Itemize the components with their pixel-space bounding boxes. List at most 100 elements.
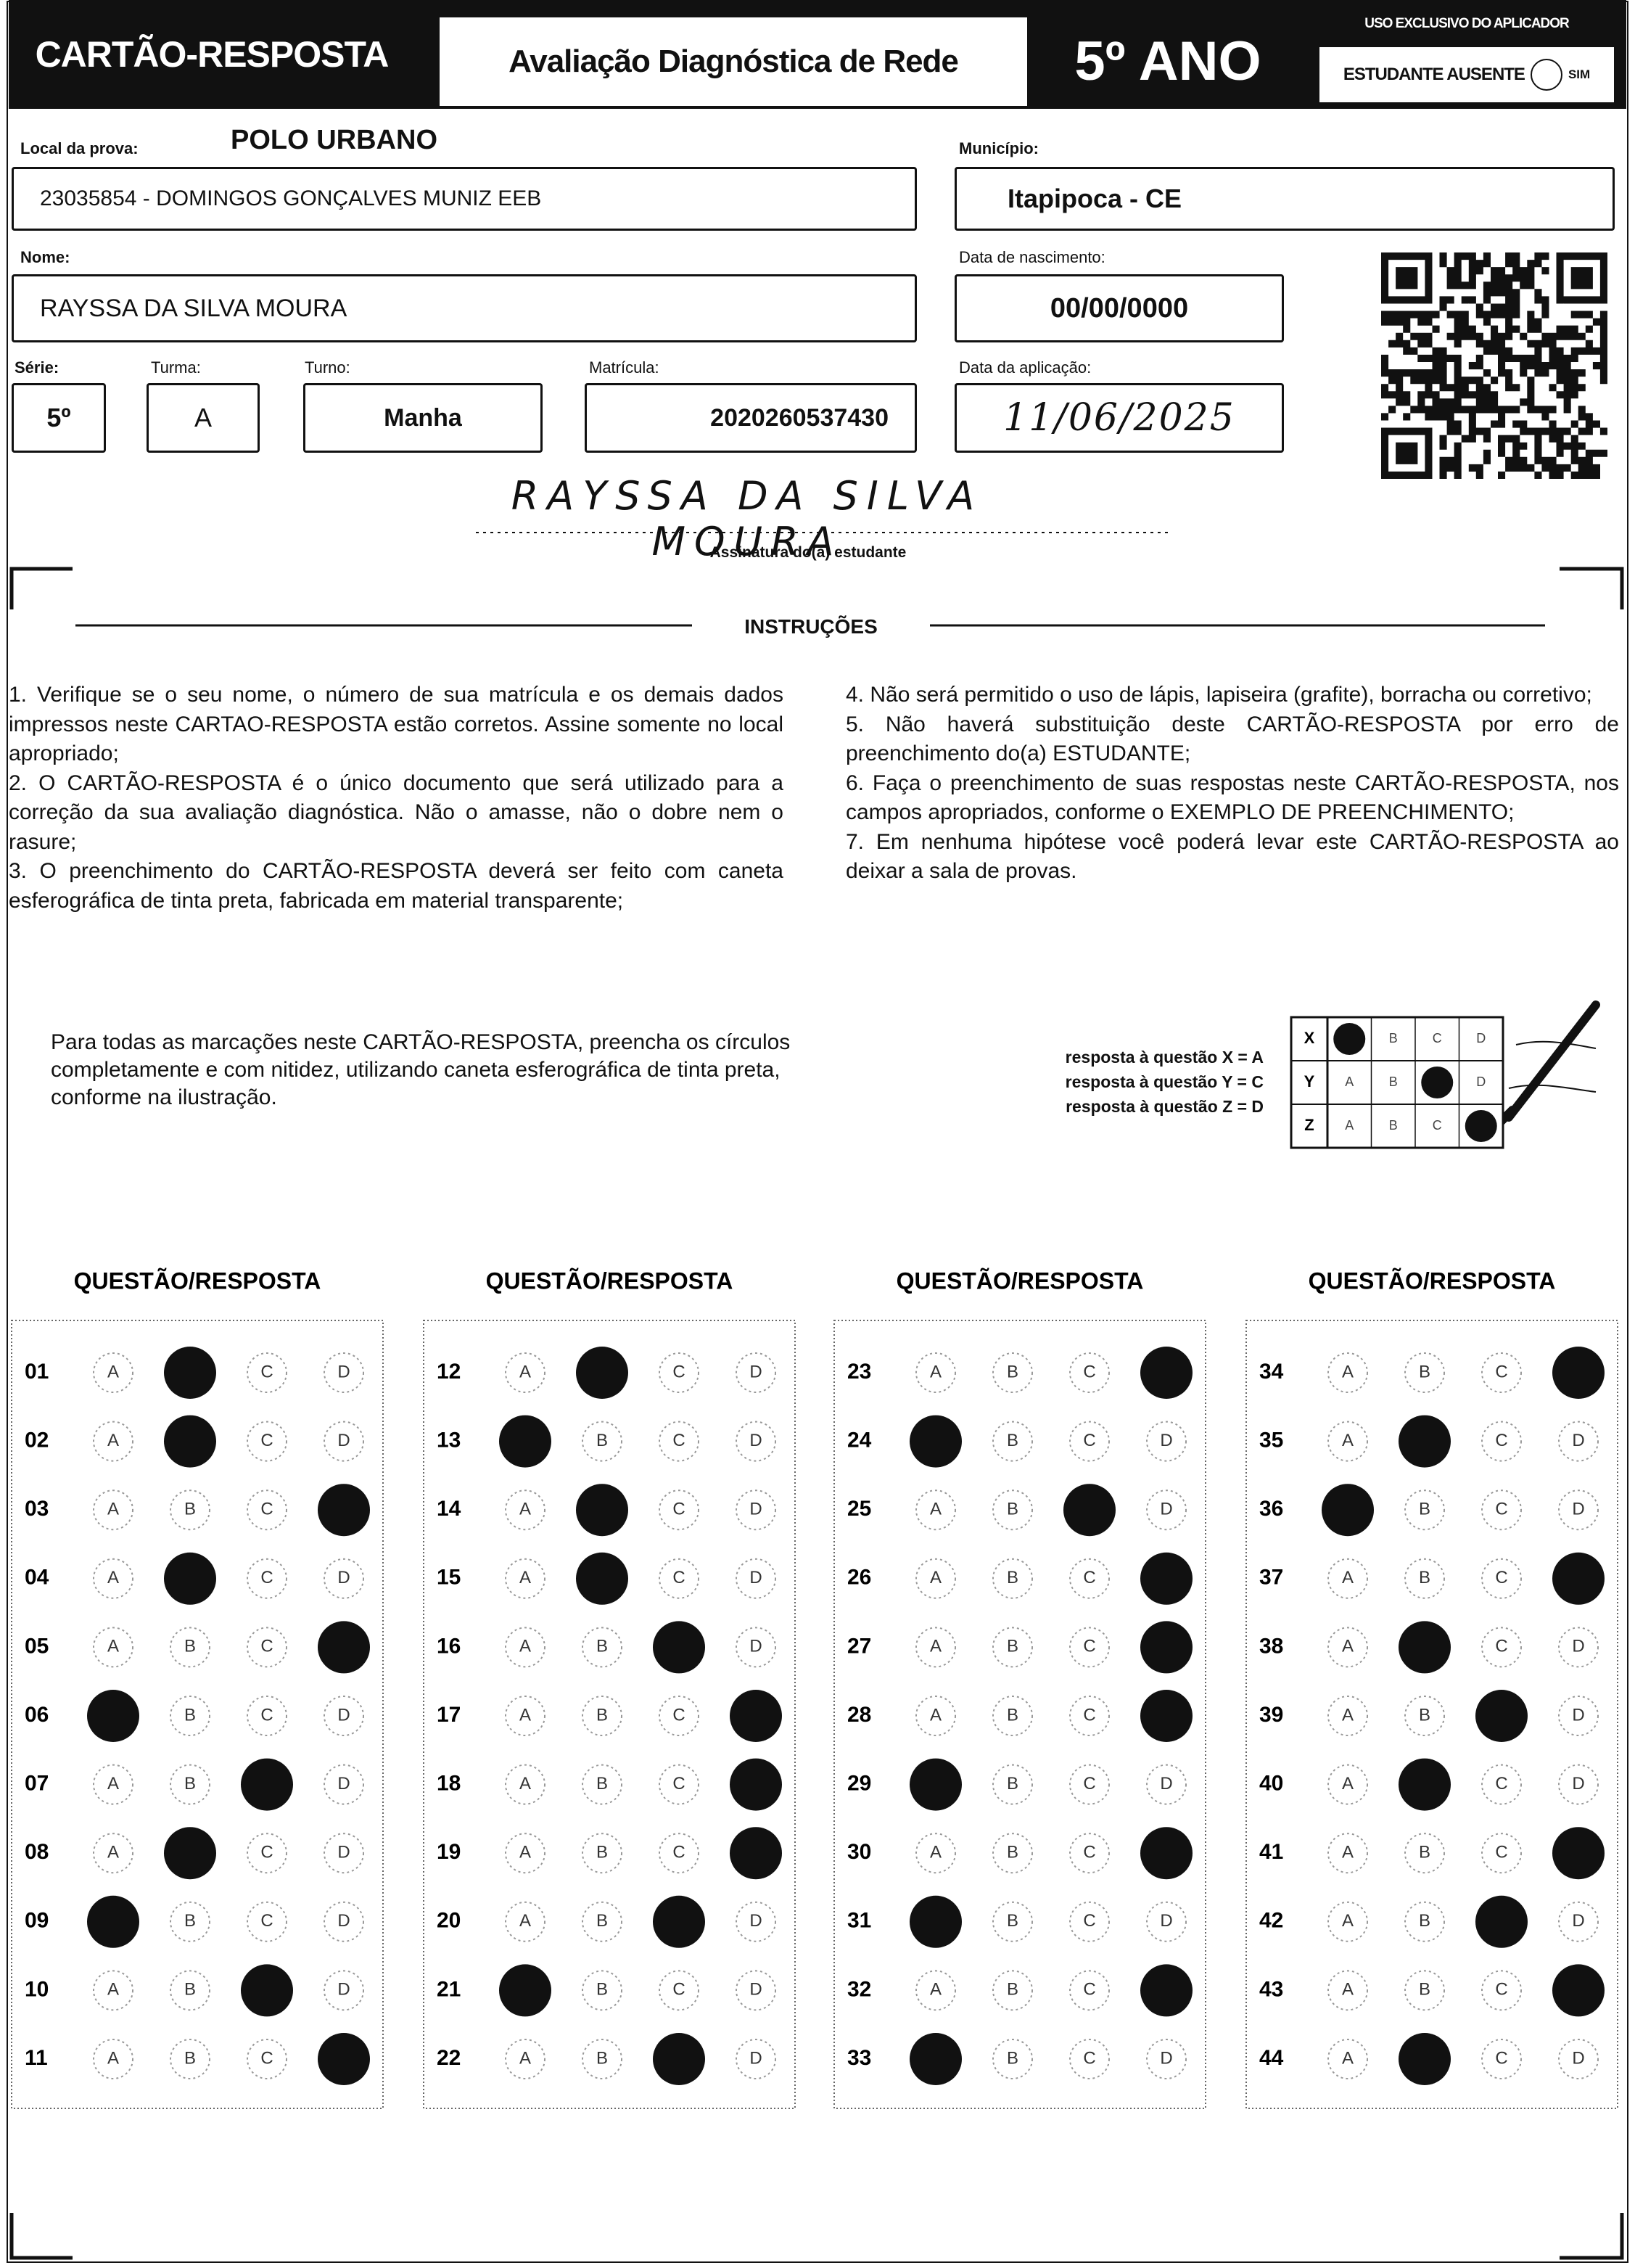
answer-bubble[interactable] [1327, 1833, 1368, 1874]
answer-bubble[interactable] [915, 1490, 956, 1531]
answer-bubble[interactable] [1146, 1764, 1187, 1805]
answer-bubble[interactable] [505, 1490, 545, 1531]
answer-bubble[interactable] [324, 1696, 364, 1736]
answer-bubble[interactable] [1069, 1833, 1110, 1874]
answer-bubble[interactable] [915, 1627, 956, 1668]
filled-bubble[interactable] [576, 1347, 628, 1399]
answer-bubble[interactable] [915, 1970, 956, 2011]
answer-bubble[interactable] [992, 1901, 1033, 1942]
filled-bubble[interactable] [1552, 1827, 1605, 1880]
answer-bubble[interactable] [247, 1352, 287, 1393]
filled-bubble[interactable] [910, 1758, 962, 1811]
answer-bubble[interactable] [505, 1696, 545, 1736]
answer-bubble[interactable] [1327, 1352, 1368, 1393]
answer-bubble[interactable] [1069, 2039, 1110, 2079]
answer-bubble[interactable] [170, 1696, 210, 1736]
answer-bubble[interactable] [1069, 1558, 1110, 1599]
answer-bubble[interactable] [1327, 1627, 1368, 1668]
answer-bubble[interactable] [736, 1558, 776, 1599]
answer-bubble[interactable] [93, 1490, 133, 1531]
answer-bubble[interactable] [247, 1558, 287, 1599]
answer-bubble[interactable] [659, 1833, 699, 1874]
filled-bubble[interactable] [499, 1415, 551, 1468]
answer-bubble[interactable] [93, 1970, 133, 2011]
answer-bubble[interactable] [736, 1901, 776, 1942]
answer-bubble[interactable] [324, 1970, 364, 2011]
answer-bubble[interactable] [915, 1558, 956, 1599]
answer-bubble[interactable] [324, 1352, 364, 1393]
answer-bubble[interactable] [1146, 2039, 1187, 2079]
answer-bubble[interactable] [1327, 1558, 1368, 1599]
filled-bubble[interactable] [1140, 1621, 1193, 1674]
answer-bubble[interactable] [582, 1833, 622, 1874]
answer-bubble[interactable] [736, 1352, 776, 1393]
filled-bubble[interactable] [653, 1895, 705, 1948]
answer-bubble[interactable] [1404, 1352, 1445, 1393]
answer-bubble[interactable] [582, 1696, 622, 1736]
answer-bubble[interactable] [247, 1421, 287, 1462]
answer-bubble[interactable] [93, 1627, 133, 1668]
answer-bubble[interactable] [736, 1421, 776, 1462]
answer-bubble[interactable] [582, 1901, 622, 1942]
answer-bubble[interactable] [1069, 1764, 1110, 1805]
answer-bubble[interactable] [582, 1627, 622, 1668]
filled-bubble[interactable] [87, 1895, 139, 1948]
answer-bubble[interactable] [1481, 1627, 1522, 1668]
filled-bubble[interactable] [1552, 1964, 1605, 2017]
answer-bubble[interactable] [170, 1764, 210, 1805]
answer-bubble[interactable] [736, 1627, 776, 1668]
answer-bubble[interactable] [1481, 1558, 1522, 1599]
answer-bubble[interactable] [1558, 1764, 1599, 1805]
filled-bubble[interactable] [653, 2033, 705, 2085]
filled-bubble[interactable] [318, 2033, 370, 2085]
filled-bubble[interactable] [653, 1621, 705, 1674]
answer-bubble[interactable] [659, 1970, 699, 2011]
filled-bubble[interactable] [1552, 1347, 1605, 1399]
answer-bubble[interactable] [1558, 1696, 1599, 1736]
answer-bubble[interactable] [93, 1352, 133, 1393]
answer-bubble[interactable] [505, 1764, 545, 1805]
filled-bubble[interactable] [164, 1415, 216, 1468]
answer-bubble[interactable] [93, 1833, 133, 1874]
answer-bubble[interactable] [1327, 2039, 1368, 2079]
answer-bubble[interactable] [659, 1490, 699, 1531]
answer-bubble[interactable] [1069, 1696, 1110, 1736]
answer-bubble[interactable] [170, 1490, 210, 1531]
answer-bubble[interactable] [659, 1764, 699, 1805]
answer-bubble[interactable] [324, 1421, 364, 1462]
answer-bubble[interactable] [93, 1558, 133, 1599]
answer-bubble[interactable] [1481, 1764, 1522, 1805]
answer-bubble[interactable] [1481, 2039, 1522, 2079]
filled-bubble[interactable] [910, 1415, 962, 1468]
filled-bubble[interactable] [1475, 1895, 1528, 1948]
filled-bubble[interactable] [1140, 1964, 1193, 2017]
filled-bubble[interactable] [1140, 1690, 1193, 1742]
answer-bubble[interactable] [324, 1764, 364, 1805]
answer-bubble[interactable] [505, 1352, 545, 1393]
answer-bubble[interactable] [1481, 1833, 1522, 1874]
filled-bubble[interactable] [1399, 1621, 1451, 1674]
answer-bubble[interactable] [992, 1352, 1033, 1393]
answer-bubble[interactable] [93, 1764, 133, 1805]
answer-bubble[interactable] [170, 1901, 210, 1942]
answer-bubble[interactable] [992, 1970, 1033, 2011]
answer-bubble[interactable] [582, 1970, 622, 2011]
answer-bubble[interactable] [324, 1833, 364, 1874]
answer-bubble[interactable] [1404, 1490, 1445, 1531]
filled-bubble[interactable] [1399, 1758, 1451, 1811]
filled-bubble[interactable] [1140, 1552, 1193, 1605]
answer-bubble[interactable] [992, 1627, 1033, 1668]
answer-bubble[interactable] [992, 1833, 1033, 1874]
answer-bubble[interactable] [582, 2039, 622, 2079]
answer-bubble[interactable] [1327, 1421, 1368, 1462]
filled-bubble[interactable] [1063, 1484, 1116, 1537]
answer-bubble[interactable] [1069, 1970, 1110, 2011]
answer-bubble[interactable] [1404, 1970, 1445, 2011]
filled-bubble[interactable] [1475, 1690, 1528, 1742]
answer-bubble[interactable] [1327, 1764, 1368, 1805]
filled-bubble[interactable] [164, 1827, 216, 1880]
filled-bubble[interactable] [241, 1758, 293, 1811]
answer-bubble[interactable] [582, 1764, 622, 1805]
answer-bubble[interactable] [659, 1421, 699, 1462]
answer-bubble[interactable] [247, 1833, 287, 1874]
